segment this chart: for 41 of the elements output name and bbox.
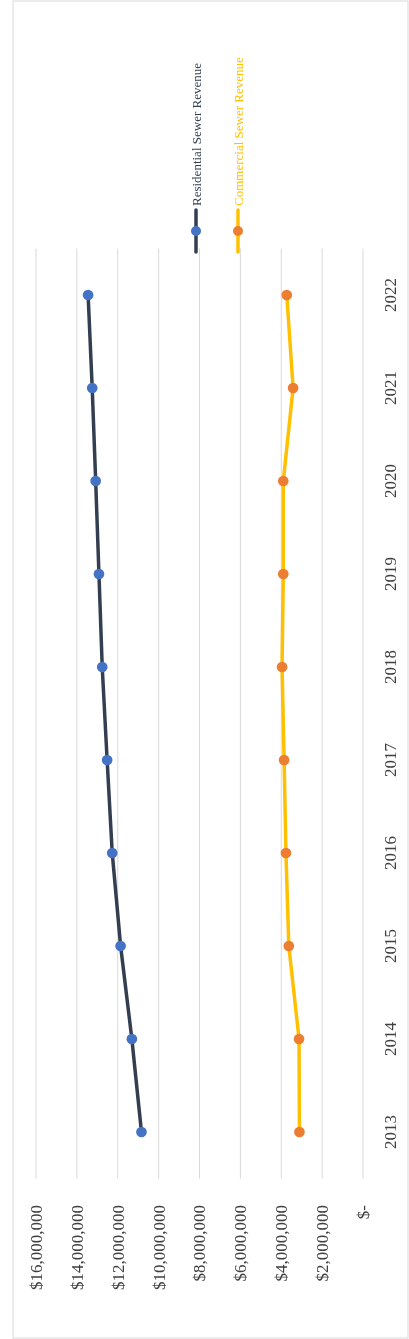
y-tick-label: 2017 bbox=[380, 742, 400, 777]
y-tick-label: 2019 bbox=[380, 557, 400, 591]
point bbox=[82, 289, 94, 301]
y-tick-label: 2021 bbox=[380, 371, 400, 405]
x-tick-label: $8,000,000 bbox=[190, 1205, 210, 1282]
y-tick-label: 2018 bbox=[380, 650, 400, 684]
text: Commercial Sewer Revenue bbox=[230, 57, 246, 206]
y-tick-label: 2014 bbox=[380, 1021, 400, 1056]
x-tick-label: $2,000,000 bbox=[313, 1205, 333, 1282]
point bbox=[136, 1126, 147, 1138]
point bbox=[278, 754, 290, 766]
x-tick-label: $14,000,000 bbox=[67, 1205, 87, 1290]
point bbox=[276, 661, 288, 673]
point bbox=[101, 754, 113, 766]
point bbox=[277, 475, 289, 487]
x-tick-label: $10,000,000 bbox=[149, 1205, 169, 1290]
x-tick-label: $6,000,000 bbox=[231, 1205, 251, 1282]
point bbox=[281, 289, 293, 301]
x-tick-label: $- bbox=[353, 1204, 373, 1220]
point bbox=[280, 847, 292, 859]
point bbox=[126, 1033, 138, 1045]
point bbox=[294, 1126, 305, 1138]
point bbox=[283, 940, 295, 952]
point bbox=[277, 568, 289, 580]
y-tick-label: 2020 bbox=[380, 464, 400, 498]
x-tick-label: $12,000,000 bbox=[108, 1205, 128, 1290]
point bbox=[293, 1033, 305, 1045]
y-tick-label: 2013 bbox=[380, 1115, 400, 1149]
y-tick-label: 2015 bbox=[380, 929, 400, 963]
y-tick-label: 2016 bbox=[380, 836, 400, 870]
point bbox=[90, 475, 102, 487]
point bbox=[106, 847, 118, 859]
y-tick-label: 2022 bbox=[380, 278, 400, 312]
point bbox=[86, 382, 98, 394]
point bbox=[96, 661, 108, 673]
point bbox=[287, 382, 299, 394]
x-tick-label: $4,000,000 bbox=[272, 1205, 292, 1282]
point bbox=[115, 940, 126, 952]
point bbox=[93, 568, 105, 580]
text: Residential Sewer Revenue bbox=[188, 62, 204, 206]
x-tick-label: $16,000,000 bbox=[26, 1205, 46, 1290]
